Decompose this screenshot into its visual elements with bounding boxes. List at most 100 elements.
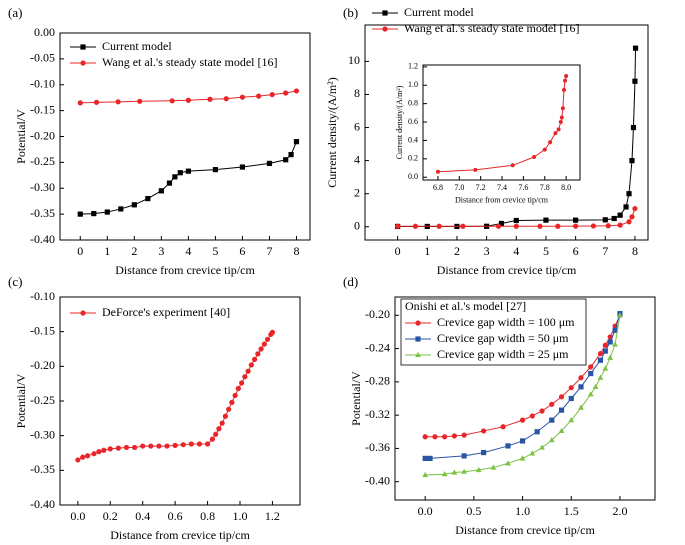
- marker: [204, 441, 211, 447]
- marker: [578, 375, 584, 381]
- legend-label: Wang et al.'s steady state model [16]: [404, 21, 579, 35]
- marker: [115, 99, 121, 105]
- marker: [543, 217, 549, 223]
- y-axis-label: Potential/V: [14, 109, 28, 164]
- marker: [432, 434, 438, 440]
- marker: [553, 131, 558, 136]
- marker: [80, 44, 86, 50]
- x-tick-label: 0: [395, 244, 401, 258]
- marker: [239, 94, 246, 100]
- marker: [612, 341, 618, 347]
- marker: [549, 401, 555, 407]
- marker: [140, 443, 146, 449]
- marker: [548, 436, 555, 443]
- marker: [188, 441, 194, 447]
- marker: [84, 453, 91, 459]
- y-tick-label: -0.05: [30, 51, 55, 65]
- y-tick-label: 0.0: [408, 172, 418, 181]
- x-tick-label: 7.8: [540, 183, 550, 192]
- marker: [435, 169, 440, 174]
- marker: [245, 368, 251, 374]
- marker: [216, 426, 222, 432]
- y-axis-label: Potential/V: [14, 373, 28, 428]
- marker: [617, 312, 623, 318]
- y-tick-label: -0.35: [30, 206, 55, 220]
- x-tick-label: 6: [573, 244, 579, 258]
- marker: [555, 223, 561, 229]
- marker: [602, 365, 609, 371]
- marker: [592, 383, 599, 389]
- marker: [115, 445, 121, 451]
- marker: [629, 158, 635, 164]
- legend-box: [400, 298, 587, 366]
- marker: [77, 100, 83, 106]
- marker: [558, 407, 565, 413]
- x-tick-label: 5: [212, 244, 218, 258]
- y-tick-label: -0.36: [365, 440, 390, 454]
- marker: [145, 196, 151, 202]
- y-tick-label: -0.30: [30, 427, 55, 441]
- marker: [630, 124, 637, 131]
- marker: [561, 87, 566, 92]
- marker: [148, 443, 154, 449]
- marker: [212, 167, 219, 173]
- x-tick-label: 0: [77, 244, 83, 258]
- marker: [75, 457, 81, 463]
- marker: [563, 78, 568, 83]
- x-axis-label: Distance from crevice tip/cm: [455, 523, 595, 537]
- marker: [172, 442, 178, 448]
- marker: [196, 441, 203, 447]
- marker: [500, 424, 506, 430]
- y-tick-label: -0.32: [365, 407, 390, 421]
- y-tick-label: -0.28: [365, 374, 390, 388]
- x-tick-label: 5: [543, 244, 549, 258]
- x-tick-label: 7.4: [497, 183, 507, 192]
- marker: [568, 417, 575, 423]
- marker: [422, 471, 429, 478]
- y-tick-label: -0.40: [365, 473, 390, 487]
- y-tick-label: -0.40: [30, 232, 55, 246]
- marker: [475, 466, 482, 473]
- marker: [226, 406, 232, 412]
- marker: [597, 357, 604, 363]
- marker: [131, 202, 137, 208]
- x-tick-label: 3: [484, 244, 490, 258]
- marker: [461, 432, 467, 438]
- marker: [91, 211, 97, 217]
- marker: [461, 468, 467, 474]
- marker: [607, 339, 613, 345]
- y-axis-label: Current density/(A/m²): [325, 77, 339, 188]
- legend-label: Wang et al.'s steady state model [16]: [102, 55, 277, 69]
- marker: [519, 438, 526, 444]
- marker: [80, 454, 86, 460]
- marker: [232, 392, 238, 399]
- marker: [632, 78, 638, 84]
- x-tick-label: 1.0: [515, 504, 530, 518]
- marker: [560, 106, 565, 111]
- marker: [264, 336, 271, 342]
- x-tick-label: 1: [424, 244, 430, 258]
- marker: [223, 96, 229, 102]
- marker: [602, 217, 608, 223]
- marker: [498, 220, 505, 227]
- y-axis-label: Current density/(A/m²): [395, 85, 404, 159]
- x-tick-label: 0.4: [135, 509, 150, 523]
- marker: [578, 384, 584, 390]
- legend-label: Current model: [102, 39, 172, 53]
- x-axis-label: Distance from crevice tip/cm: [437, 263, 577, 277]
- y-tick-label: -0.15: [30, 102, 55, 116]
- marker: [422, 455, 428, 462]
- marker: [382, 26, 388, 32]
- y-tick-label: 0.2: [408, 154, 418, 163]
- marker: [461, 453, 467, 459]
- marker: [481, 428, 487, 434]
- marker: [537, 223, 543, 229]
- marker: [229, 399, 235, 405]
- marker: [80, 310, 86, 316]
- panel-label: (b): [343, 5, 358, 20]
- marker: [602, 342, 608, 348]
- marker: [77, 211, 83, 217]
- marker: [534, 429, 540, 435]
- y-tick-label: -0.10: [30, 289, 55, 303]
- marker: [422, 434, 428, 440]
